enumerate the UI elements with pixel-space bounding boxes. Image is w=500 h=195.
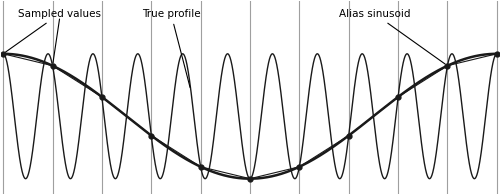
Text: True profile: True profile: [142, 9, 201, 87]
Text: Sampled values: Sampled values: [6, 9, 101, 52]
Text: Alias sinusoid: Alias sinusoid: [339, 9, 445, 64]
